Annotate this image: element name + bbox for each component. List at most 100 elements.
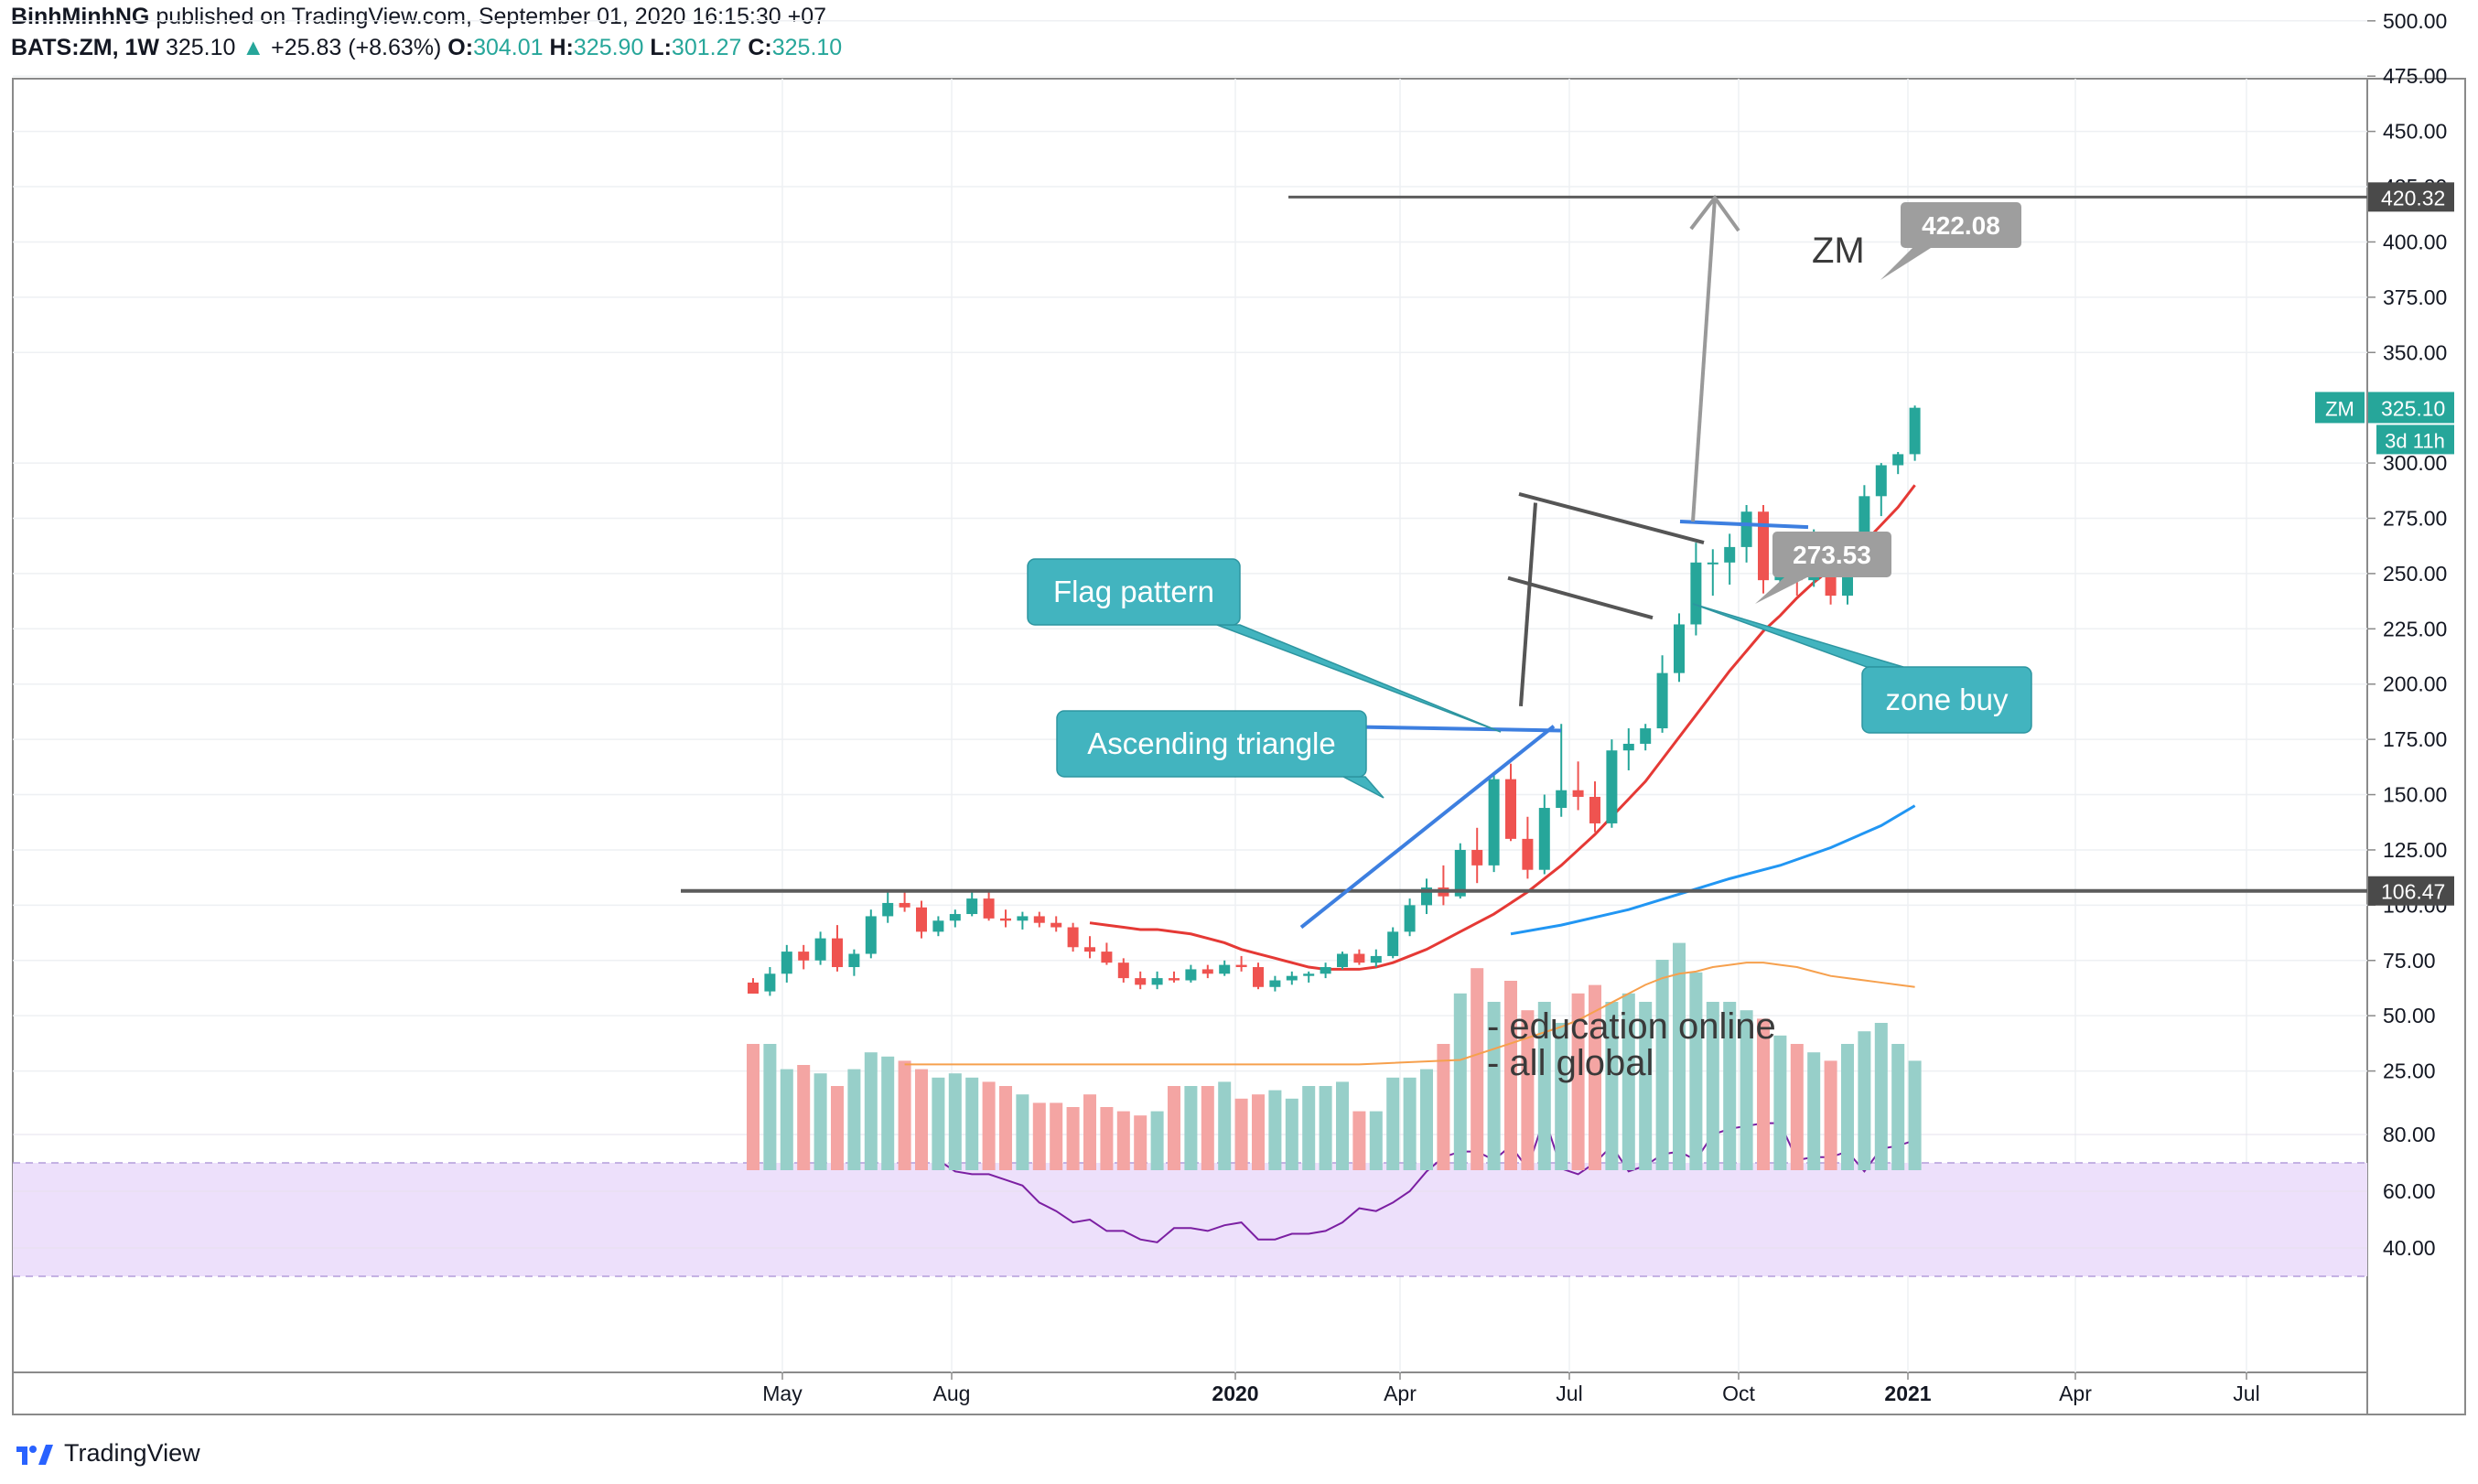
callout: Flag pattern [1027,558,1502,733]
candle-body [1201,969,1213,974]
candle-body [1067,927,1079,948]
volume-bar [797,1065,811,1170]
callout-tail [1692,603,1904,668]
candle-body [865,916,877,954]
price-tag-box [1772,532,1891,577]
y-tick-label: 125.00 [2383,838,2447,862]
price-label-text: 106.47 [2381,880,2445,904]
y-tick-label: 75.00 [2383,949,2436,973]
volume-bar [1673,942,1686,1170]
volume-bar [1773,1035,1787,1170]
candle-body [748,982,759,995]
candle-body [798,952,810,961]
callout: zone buy [1692,603,2032,734]
volume-bar [831,1086,844,1170]
y-tick-label: 500.00 [2383,9,2447,33]
volume-bar [1841,1044,1854,1170]
volume-bar [1589,984,1601,1170]
volume-ma-line [904,962,1915,1066]
candle-body [1640,728,1652,744]
volume-bar [1689,972,1703,1170]
candle-body [1387,931,1399,956]
candle-body [1656,672,1668,729]
candle-body [1084,947,1095,952]
tradingview-logo[interactable]: TradingView [15,1435,200,1471]
candle-body [1572,790,1584,797]
callout: Ascending triangle [1056,710,1384,799]
volume-bar [1790,1044,1804,1170]
price-labels: 420.32 106.47 ZM 325.10 3d 11h [2315,182,2454,906]
candle-body [1320,967,1331,974]
y-tick-label: 475.00 [2383,64,2447,88]
publish-line: BinhMinhNG published on TradingView.com,… [11,4,826,30]
published-text: published on TradingView.com, September … [156,4,827,29]
candle-body [1522,838,1534,870]
moving-averages [1089,484,1916,971]
y-tick-label: 250.00 [2383,562,2447,586]
drawings[interactable]: Flag pattern Ascending triangle zone buy 27… [681,194,2367,1083]
volume-bar [1336,1081,1349,1170]
volume-bar [864,1052,878,1170]
candle-body [1219,964,1231,974]
volume-bar [1201,1086,1214,1170]
volume-bar [1319,1086,1332,1170]
x-tick-label: Apr [1384,1382,1417,1405]
time-axis[interactable]: May Aug 2020 Apr Jul Oct 2021 Apr Jul [762,1372,2260,1405]
volume-bar [1032,1102,1046,1170]
y-tick-label: 175.00 [2383,727,2447,751]
candle-body [1337,953,1348,968]
volume-bar [932,1077,945,1170]
rsi-pane [13,1114,2367,1277]
volume-bar [1386,1077,1400,1170]
high-label: H: [549,35,574,60]
candle-body [1269,980,1281,987]
volume-bar [1150,1111,1164,1170]
candle-body [1505,779,1516,839]
low-value: 301.27 [671,35,742,60]
note-education: - education online [1487,1006,1776,1047]
candle-body [1556,790,1568,809]
candle-body [1875,465,1887,497]
volume-bar [1285,1098,1298,1170]
volume-bar [982,1081,996,1170]
current-price-text: 325.10 [2381,396,2445,420]
note-global: - all global [1487,1043,1654,1083]
volume-bar [1050,1102,1063,1170]
logo-text: TradingView [64,1438,200,1467]
candle-body [1169,978,1180,981]
y-tick-label: 200.00 [2383,672,2447,696]
volume-bar [763,1044,777,1170]
volume-bar [948,1073,962,1170]
candle-body [1235,964,1247,968]
volume-bar [1471,968,1484,1170]
callout-text: Ascending triangle [1087,726,1336,760]
volume-bar [1537,1002,1551,1170]
volume-bar [847,1069,861,1170]
volume-bar [1487,1002,1501,1170]
volume-bar [1184,1086,1198,1170]
volume-bar [999,1086,1012,1170]
x-tick-label: Jul [1556,1382,1582,1405]
x-tick-label: 2021 [1884,1382,1931,1405]
y-tick-label: 50.00 [2383,1004,2436,1027]
volume-bar [1453,993,1467,1170]
grid-lines [13,20,2367,1372]
symbol-line: BATS:ZM, 1W 325.10 ▲ +25.83 (+8.63%) O:3… [11,35,842,61]
y-tick-label: 450.00 [2383,120,2447,144]
price-label-box [2368,876,2454,906]
price-tag-text: 422.08 [1922,211,2000,240]
candle-body [1033,916,1045,923]
candle-body [882,902,894,917]
y-tick-label: 350.00 [2383,340,2447,364]
candle-body [966,898,978,915]
candle-body [1404,905,1416,932]
price-tag-tail [1755,577,1807,604]
candle-body [781,952,792,974]
candle-body [832,938,843,968]
close-label: C: [748,35,772,60]
candle-body [1253,967,1264,987]
volume-bar [1621,993,1635,1170]
publisher-name[interactable]: BinhMinhNG [11,4,150,29]
candle-body [899,902,910,908]
